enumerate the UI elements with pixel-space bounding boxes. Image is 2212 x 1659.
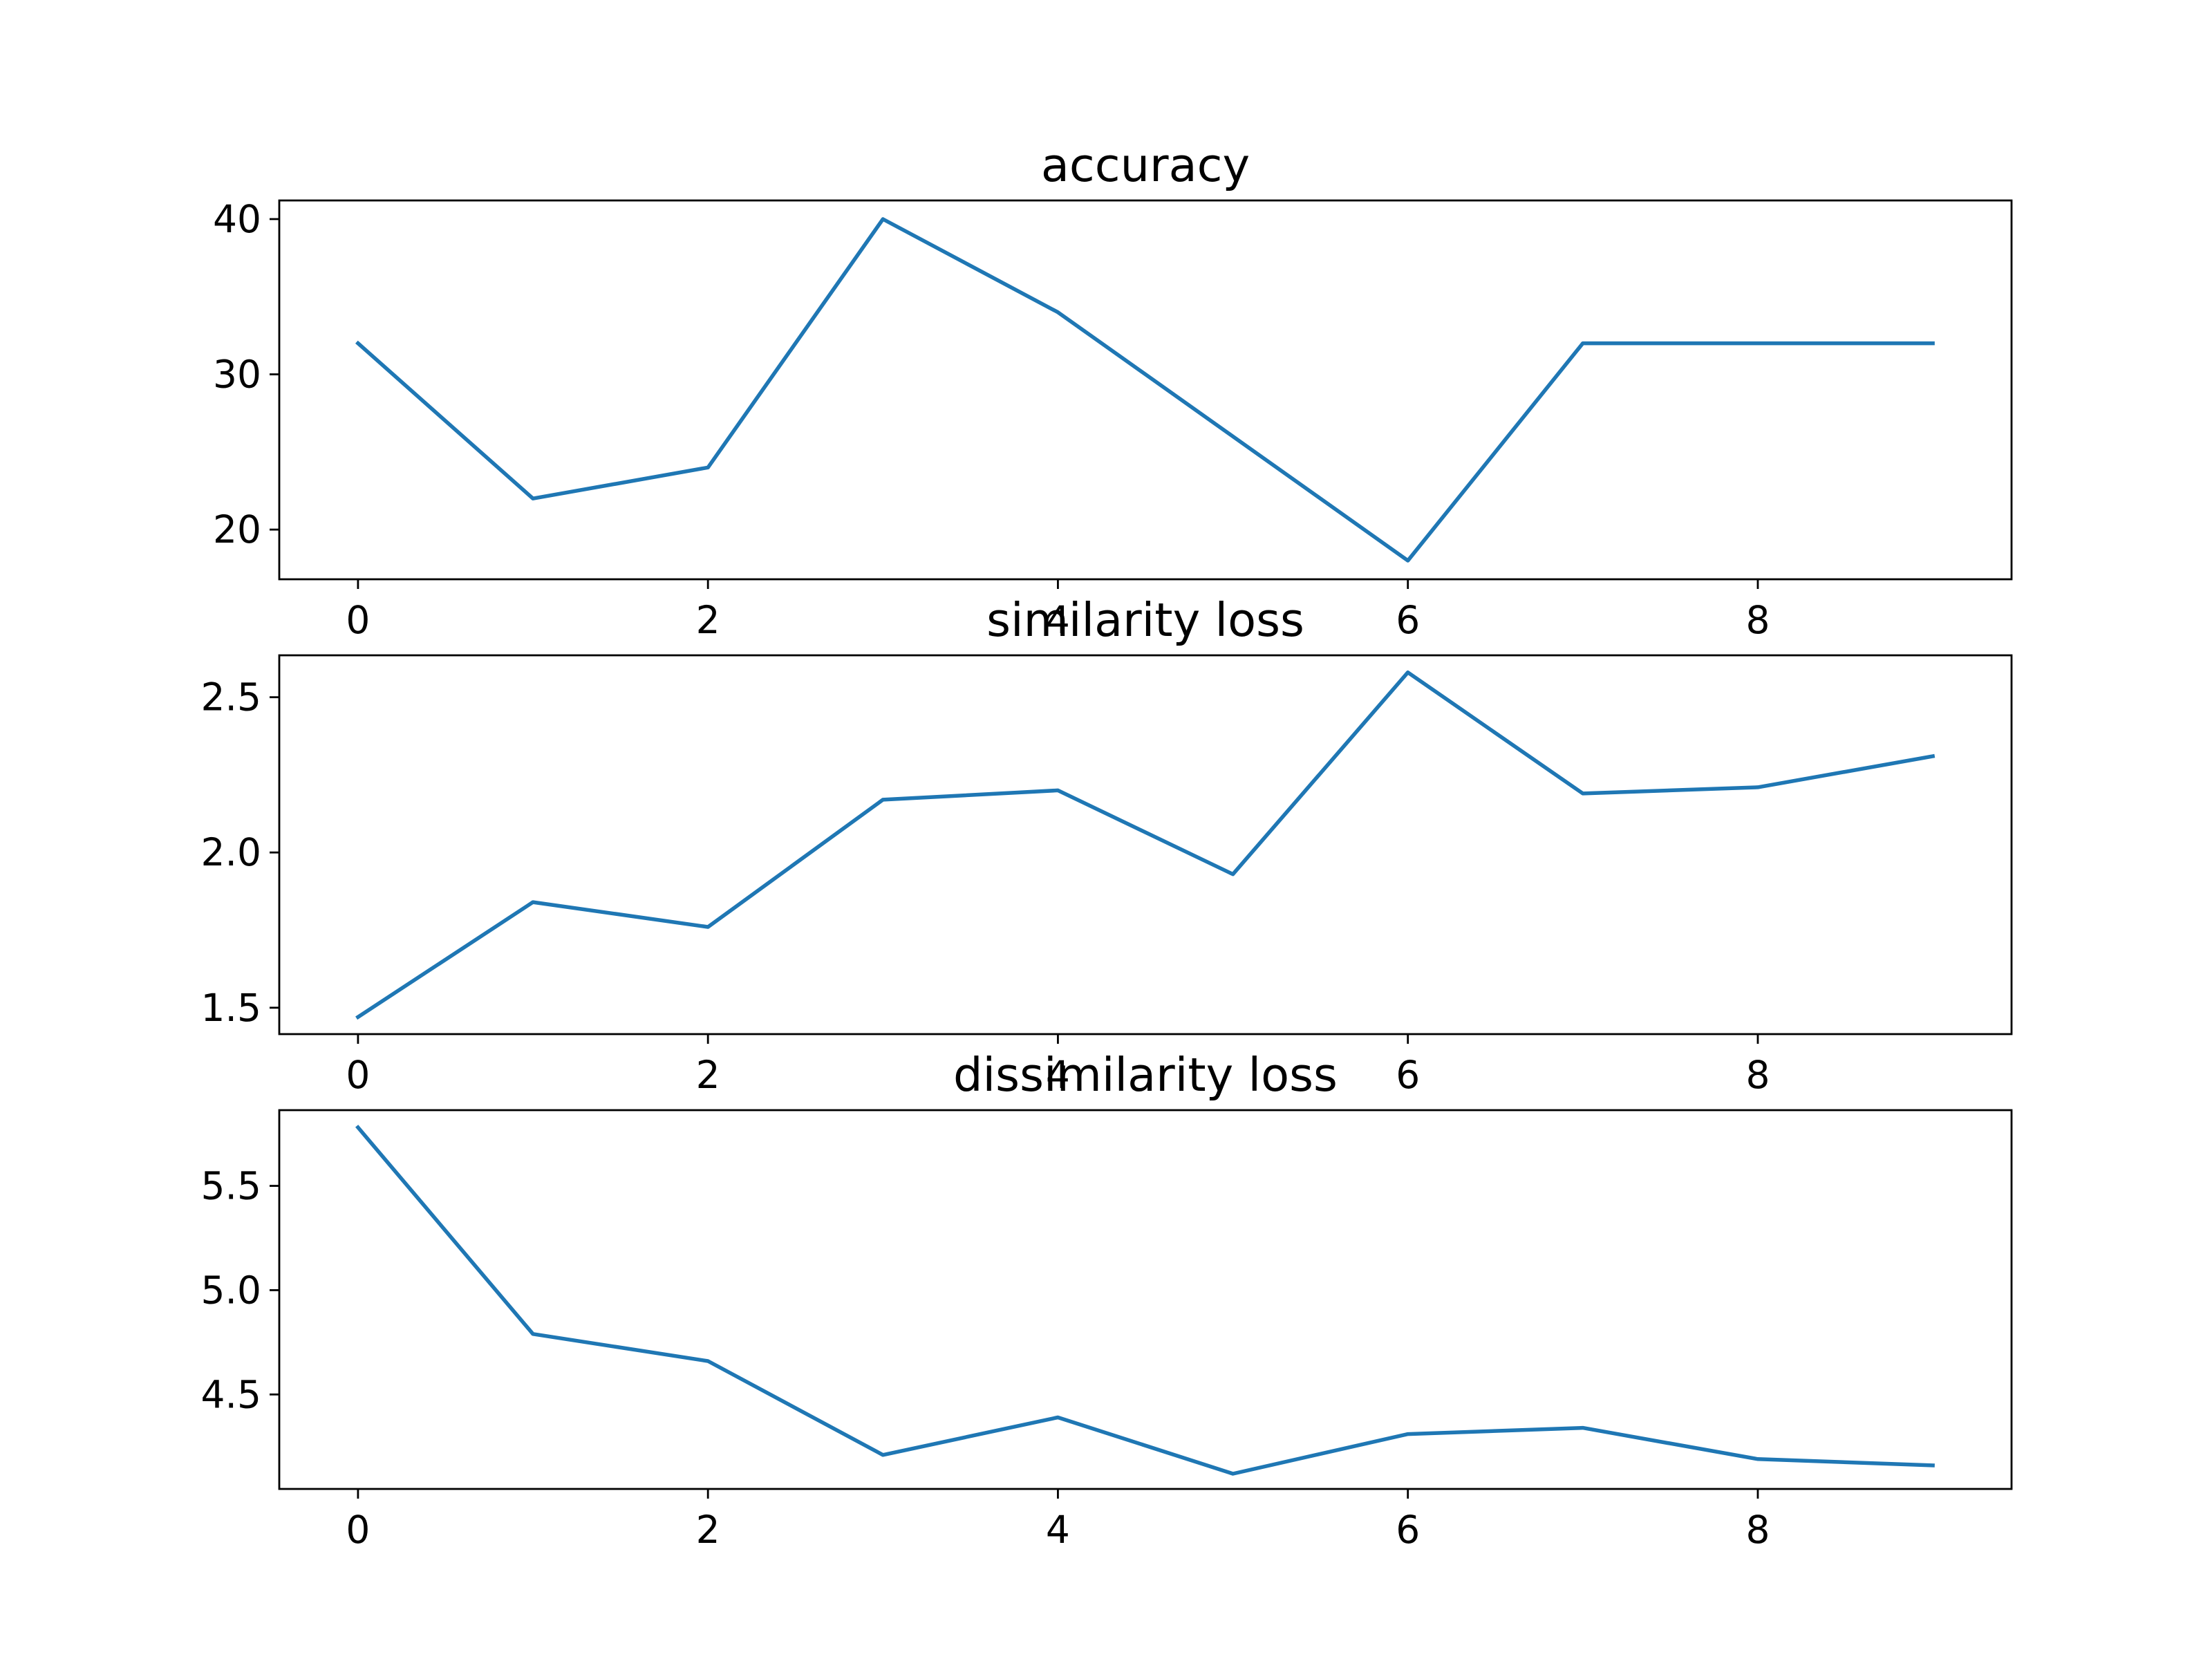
y-tick-label: 1.5 <box>201 986 261 1030</box>
x-tick-label: 4 <box>1046 598 1070 642</box>
series-line <box>355 670 1936 1020</box>
x-tick-label: 0 <box>346 1508 370 1552</box>
y-tick-label: 20 <box>213 507 261 552</box>
x-tick-label: 2 <box>696 1508 720 1552</box>
x-tick-label: 0 <box>346 598 370 642</box>
series-line <box>355 217 1935 563</box>
x-tick-label: 8 <box>1745 1508 1770 1552</box>
y-tick-label: 5.5 <box>201 1164 261 1208</box>
y-tick-label: 4.5 <box>201 1372 261 1416</box>
subplot-title: similarity loss <box>986 593 1304 647</box>
axes-frame <box>278 199 2013 581</box>
subplot-title: dissimilarity loss <box>953 1048 1338 1102</box>
subplot-3: 0 2 4 6 8 4.5 5.0 5.5 dissimilarity loss <box>201 1048 2013 1552</box>
axes-frame <box>278 654 2013 1035</box>
subplot-2: 0 2 4 6 8 1.5 2.0 2.5 similarity loss <box>201 593 2013 1097</box>
series-line <box>355 1125 1935 1476</box>
y-tick-label: 40 <box>213 197 261 241</box>
x-tick-label: 8 <box>1745 1053 1770 1097</box>
x-tick-label: 2 <box>696 1053 720 1097</box>
x-tick-label: 6 <box>1396 1053 1420 1097</box>
x-tick-label: 6 <box>1396 1508 1420 1552</box>
y-tick-label: 2.0 <box>201 830 261 874</box>
y-tick-label: 30 <box>213 353 261 397</box>
y-tick-label: 2.5 <box>201 675 261 720</box>
x-tick-label: 8 <box>1745 598 1770 642</box>
axes-frame <box>278 1109 2013 1490</box>
x-tick-label: 4 <box>1046 1508 1070 1552</box>
x-tick-label: 0 <box>346 1053 370 1097</box>
x-tick-label: 2 <box>696 598 720 642</box>
y-tick-label: 5.0 <box>201 1268 261 1312</box>
x-tick-label: 4 <box>1046 1053 1070 1097</box>
x-tick-label: 6 <box>1396 598 1420 642</box>
subplot-1: 0 2 4 6 8 20 30 40 accuracy <box>213 138 2013 642</box>
subplot-title: accuracy <box>1041 138 1250 192</box>
